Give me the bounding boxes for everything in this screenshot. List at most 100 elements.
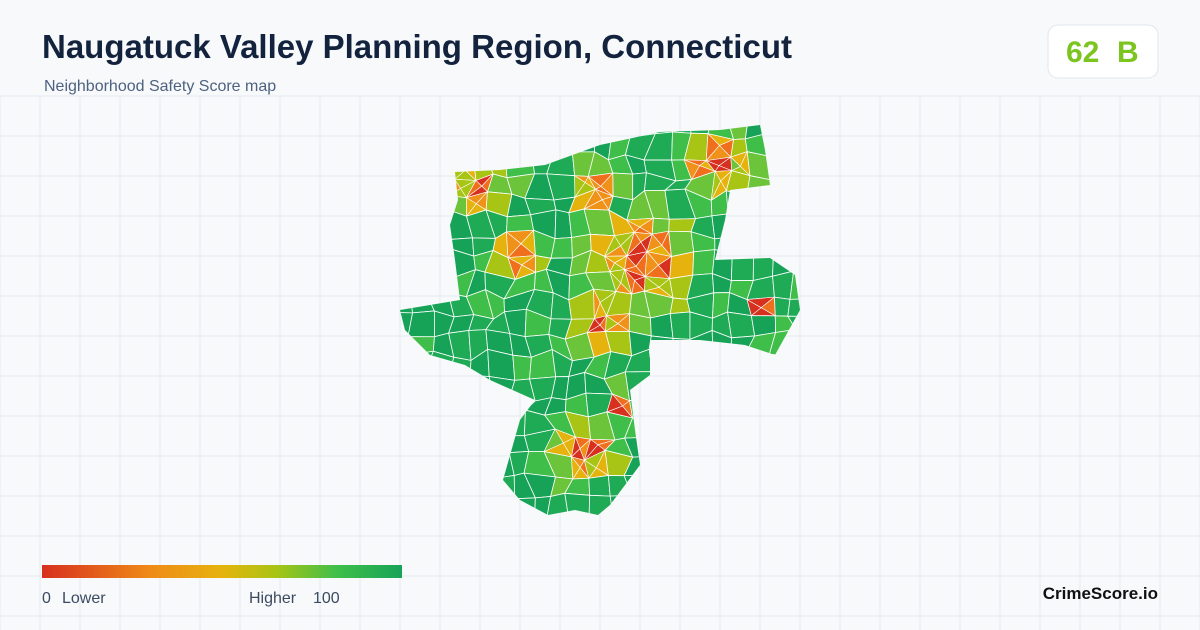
neighborhood <box>425 188 451 221</box>
neighborhood <box>705 159 720 172</box>
neighborhood <box>451 130 474 161</box>
neighborhood <box>626 231 642 257</box>
neighborhood <box>773 450 793 480</box>
neighborhood <box>807 516 835 537</box>
neighborhood <box>723 491 746 514</box>
neighborhood <box>684 474 717 498</box>
neighborhood <box>730 156 741 172</box>
neighborhood <box>529 516 551 538</box>
neighborhood <box>644 250 659 278</box>
neighborhood <box>692 249 716 276</box>
neighborhood <box>730 253 754 281</box>
neighborhood <box>564 492 591 515</box>
neighborhood <box>604 125 636 138</box>
neighborhood <box>400 192 415 222</box>
neighborhood <box>550 237 573 259</box>
neighborhood <box>769 369 792 400</box>
neighborhood <box>400 234 416 258</box>
neighborhood <box>772 249 796 277</box>
neighborhood <box>465 432 493 455</box>
neighborhood <box>603 235 621 258</box>
neighborhood <box>684 432 709 454</box>
neighborhood <box>546 151 576 177</box>
neighborhood <box>793 253 800 279</box>
neighborhood <box>766 193 797 219</box>
neighborhood <box>427 132 456 161</box>
neighborhood <box>445 473 475 492</box>
neighborhood <box>405 129 436 161</box>
neighborhood <box>424 270 449 294</box>
legend-min: 0 <box>42 590 51 607</box>
neighborhood <box>626 219 641 233</box>
neighborhood <box>752 249 775 282</box>
neighborhood <box>804 494 834 519</box>
neighborhood <box>708 512 735 515</box>
neighborhood <box>624 255 637 270</box>
neighborhood <box>723 351 756 380</box>
neighborhood <box>685 450 709 476</box>
neighborhood <box>683 490 717 515</box>
neighborhood <box>409 270 434 291</box>
neighborhood <box>745 450 777 480</box>
neighborhood <box>448 375 471 395</box>
neighborhood <box>493 508 512 515</box>
neighborhood <box>414 229 429 259</box>
neighborhood <box>445 453 475 478</box>
neighborhood <box>766 170 797 195</box>
legend-bar <box>42 565 402 578</box>
neighborhood <box>510 497 536 515</box>
neighborhood <box>588 474 611 497</box>
neighborhood <box>651 125 676 135</box>
neighborhood <box>454 151 474 171</box>
brand: CrimeScore.io <box>1043 584 1158 603</box>
neighborhood <box>609 494 635 515</box>
neighborhood <box>648 370 673 397</box>
neighborhood <box>766 495 796 515</box>
neighborhood <box>664 432 688 452</box>
neighborhood <box>413 388 436 419</box>
neighborhood <box>766 509 796 515</box>
neighborhood <box>512 354 532 381</box>
neighborhood <box>813 353 827 376</box>
neighborhood <box>408 509 434 515</box>
neighborhood <box>463 476 493 502</box>
neighborhood <box>405 456 430 475</box>
neighborhood <box>400 473 407 491</box>
neighborhood <box>764 125 794 135</box>
neighborhood <box>785 368 800 400</box>
neighborhood <box>444 508 476 515</box>
neighborhood <box>624 269 635 295</box>
neighborhood <box>783 228 800 256</box>
neighborhood <box>423 471 453 497</box>
neighborhood <box>805 311 834 340</box>
neighborhood <box>648 389 673 420</box>
neighborhood <box>583 188 603 210</box>
subtitle: Neighborhood Safety Score map <box>44 78 276 95</box>
neighborhood <box>452 416 473 439</box>
neighborhood <box>404 489 428 515</box>
neighborhood <box>584 438 599 461</box>
neighborhood <box>714 236 733 255</box>
neighborhood <box>784 157 800 172</box>
score: 62 <box>1066 36 1099 69</box>
neighborhood <box>586 318 601 334</box>
neighborhood <box>666 352 697 374</box>
neighborhood <box>767 419 794 440</box>
neighborhood <box>683 159 701 181</box>
neighborhood <box>765 155 791 181</box>
neighborhood <box>570 435 581 458</box>
neighborhood <box>809 149 832 175</box>
neighborhood <box>672 337 697 358</box>
neighborhood <box>424 372 454 397</box>
legend-max: 100 <box>313 590 340 607</box>
neighborhood <box>789 170 800 199</box>
legend-min-label: Lower <box>62 590 106 607</box>
neighborhood <box>744 509 768 515</box>
neighborhood <box>711 213 729 240</box>
neighborhood <box>571 134 595 153</box>
neighborhood <box>407 310 435 338</box>
neighborhood <box>466 197 477 218</box>
neighborhood <box>727 229 755 258</box>
neighborhood <box>413 408 436 435</box>
neighborhood <box>669 473 687 498</box>
